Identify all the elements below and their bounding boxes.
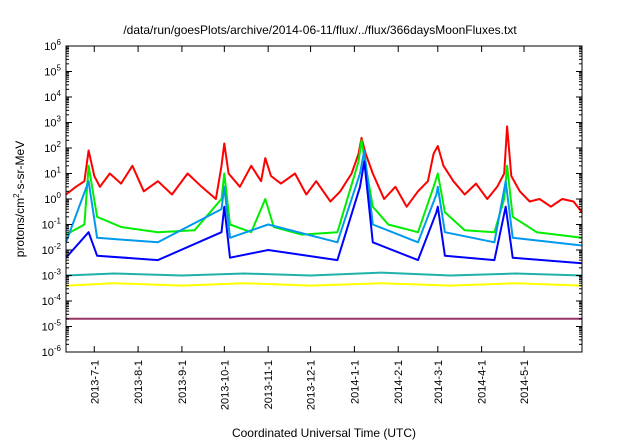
y-tick-label: 104: [44, 89, 61, 104]
x-tick-label: 2013-8-1: [133, 360, 145, 404]
series-line-5: [66, 271, 582, 277]
x-tick-label: 2013-9-1: [177, 360, 189, 404]
y-axis-label-unit: protons/cm: [13, 198, 27, 257]
y-tick-label: 10-4: [42, 293, 62, 308]
y-tick-label: 106: [44, 38, 61, 53]
x-tick-label: 2014-3-1: [433, 360, 445, 404]
x-tick-label: 2013-12-1: [306, 360, 318, 410]
y-tick-label: 10-5: [42, 319, 62, 334]
x-tick-label: 2013-11-1: [263, 360, 275, 409]
x-tick-label: 2013-10-1: [219, 360, 231, 410]
y-tick-label: 10-6: [42, 344, 62, 359]
x-tick-label: 2014-1-1: [349, 360, 361, 404]
chart-title: /data/run/goesPlots/archive/2014-06-11/f…: [123, 23, 517, 37]
series-layer: [66, 125, 582, 320]
y-tick-label: 10-1: [42, 217, 62, 232]
y-tick-label: 105: [44, 64, 61, 79]
series-line-2: [66, 139, 582, 239]
x-axis-label: Coordinated Universal Time (UTC): [232, 426, 416, 440]
y-tick-label: 103: [44, 115, 61, 130]
x-tick-label: 2014-2-1: [393, 360, 405, 404]
series-line-3: [66, 149, 582, 247]
series-line-6: [66, 282, 582, 287]
y-tick-label: 102: [44, 140, 61, 155]
x-tick-label: 2013-7-1: [89, 360, 101, 404]
y-axis-label-exponent: 2: [12, 193, 21, 198]
y-axis: 10-6 10-5 10-4 10-3 10-2 10-1 100 101 102 103 104 1…: [42, 38, 582, 359]
y-tick-label: 101: [44, 166, 61, 181]
y-tick-label: 100: [44, 191, 61, 206]
x-axis: 2013-7-1 2013-8-1 2013-9-1 2013-10-1 2013-11…: [89, 46, 531, 410]
y-axis-label: protons/cm2-s-sr-MeV: [12, 141, 27, 257]
series-line-4: [66, 160, 582, 265]
x-tick-label: 2014-5-1: [519, 360, 531, 404]
y-tick-label: 10-3: [42, 268, 62, 283]
y-tick-label: 10-2: [42, 242, 62, 257]
y-axis-label-rest: -s-sr-MeV: [13, 141, 27, 194]
x-tick-label: 2014-4-1: [477, 360, 489, 404]
series-line-1: [66, 125, 582, 213]
